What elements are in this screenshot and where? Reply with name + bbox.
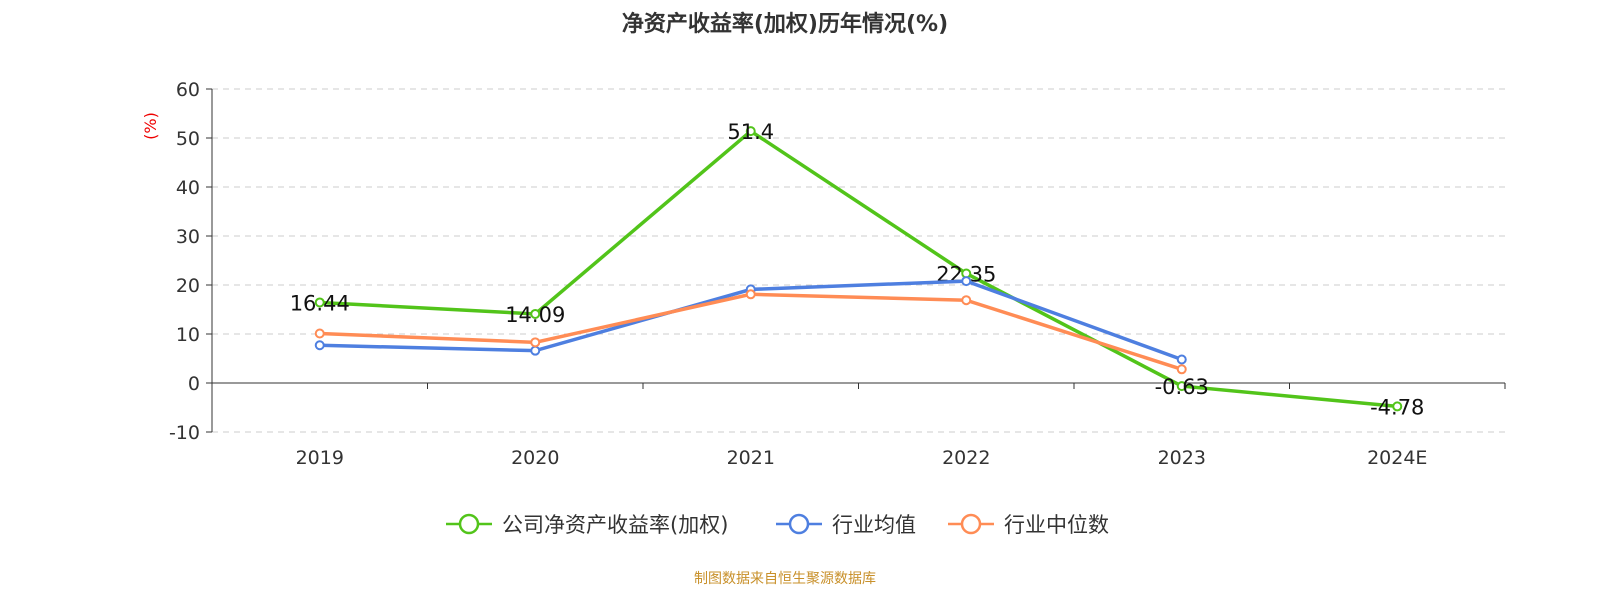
legend-label: 公司净资产收益率(加权) — [502, 513, 728, 537]
y-tick-label: 50 — [176, 128, 200, 150]
y-tick-label: -10 — [169, 422, 200, 444]
legend-marker-icon — [960, 513, 982, 535]
y-tick-label: 0 — [188, 373, 200, 395]
y-tick-label: 60 — [176, 79, 200, 101]
x-tick-label: 2021 — [727, 447, 775, 469]
data-label: -0.63 — [1155, 375, 1209, 399]
legend-label: 行业均值 — [832, 513, 916, 537]
data-label: 16.44 — [290, 291, 350, 315]
data-source: 制图数据来自恒生聚源数据库 — [694, 571, 876, 587]
chart-title: 净资产收益率(加权)历年情况(%) — [621, 12, 949, 37]
data-point — [530, 345, 541, 356]
legend-marker-icon — [788, 513, 810, 535]
y-tick-label: 30 — [176, 226, 200, 248]
legend-label: 行业中位数 — [1004, 513, 1109, 537]
y-tick-label: 20 — [176, 275, 200, 297]
data-point — [530, 337, 541, 348]
data-point — [530, 308, 541, 319]
x-tick-label: 2022 — [942, 447, 990, 469]
data-label: 14.09 — [505, 303, 565, 327]
x-tick-label: 2023 — [1158, 447, 1206, 469]
data-label: 51.4 — [727, 120, 774, 144]
data-point — [961, 295, 972, 306]
data-point — [314, 328, 325, 339]
data-point — [961, 276, 972, 287]
data-point — [1176, 381, 1187, 392]
data-point — [314, 297, 325, 308]
y-tick-label: 40 — [176, 177, 200, 199]
data-point — [1176, 364, 1187, 375]
legend-marker-icon — [458, 513, 480, 535]
series-line — [319, 292, 1183, 371]
data-point — [314, 340, 325, 351]
data-point — [745, 126, 756, 137]
data-label: -4.78 — [1370, 395, 1424, 419]
y-tick-label: 10 — [176, 324, 200, 346]
data-point — [1176, 354, 1187, 365]
x-tick-label: 2020 — [511, 447, 559, 469]
data-point — [1392, 401, 1403, 412]
data-point — [745, 289, 756, 300]
y-axis-label: (%) — [141, 112, 160, 140]
series-line — [319, 128, 1398, 409]
x-tick-label: 2019 — [296, 447, 344, 469]
x-tick-label: 2024E — [1367, 447, 1427, 469]
